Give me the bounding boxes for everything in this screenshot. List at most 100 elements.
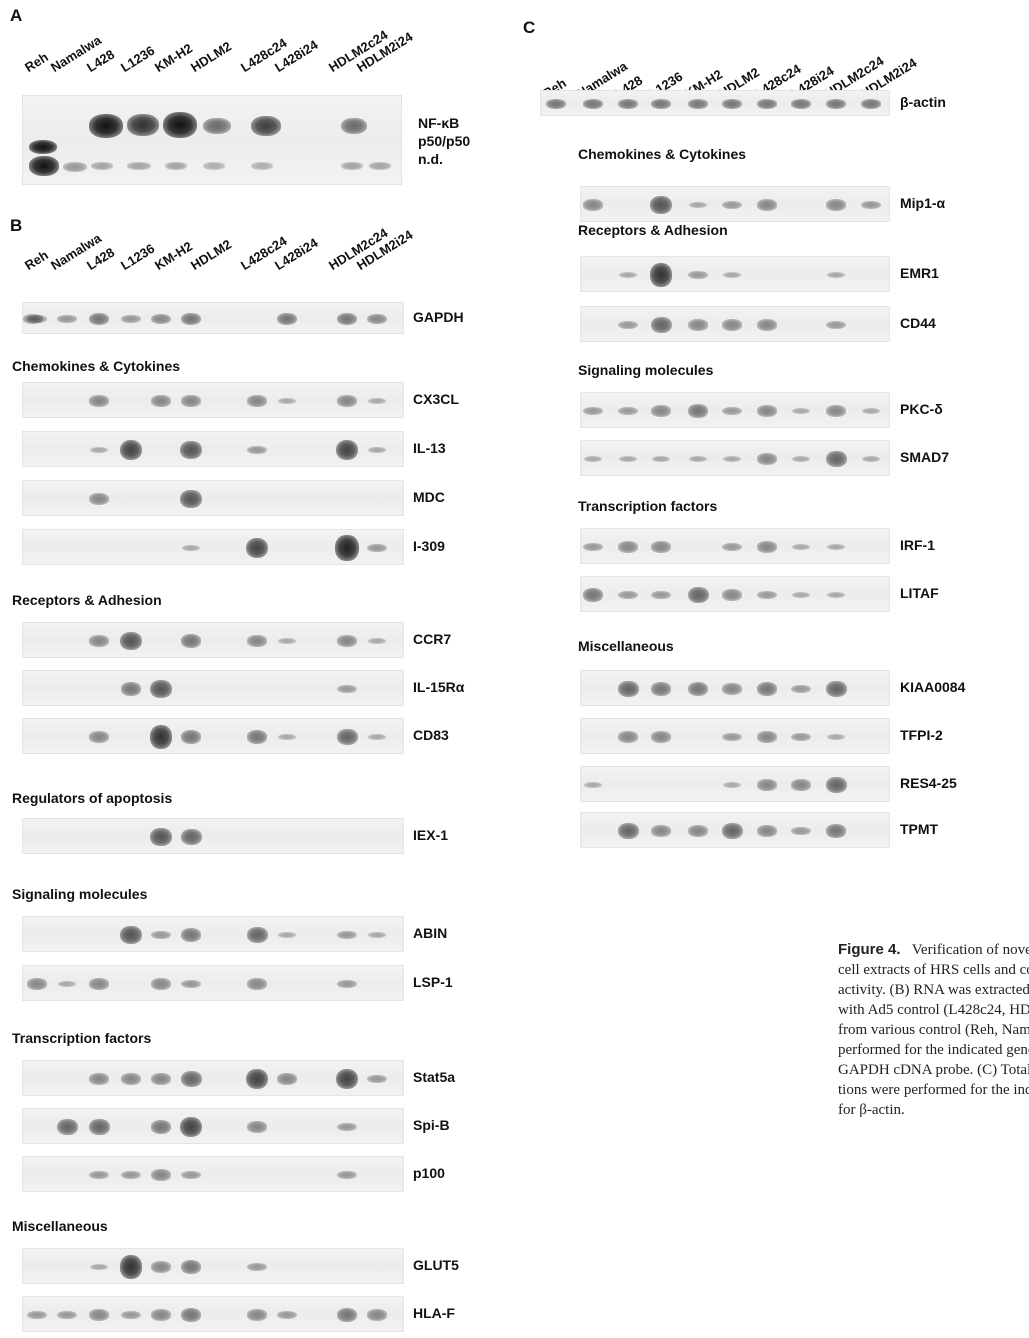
band xyxy=(722,542,742,552)
band xyxy=(27,315,47,323)
blot-strip xyxy=(22,622,404,658)
band xyxy=(180,829,202,845)
band xyxy=(337,635,357,647)
band xyxy=(181,979,201,989)
gene-label: MDC xyxy=(413,489,445,505)
panel-a-label-p50: p50/p50 xyxy=(418,133,471,149)
gene-label: Spi-B xyxy=(413,1117,450,1133)
band xyxy=(367,637,387,645)
band xyxy=(582,99,604,109)
band xyxy=(181,395,201,407)
gene-label: Stat5a xyxy=(413,1069,456,1085)
gene-label: GAPDH xyxy=(413,309,464,325)
band xyxy=(722,732,742,742)
band xyxy=(120,631,142,651)
blot-strip xyxy=(22,1248,404,1284)
band xyxy=(687,404,709,418)
band xyxy=(757,731,777,743)
lane-label: L1236 xyxy=(118,240,158,273)
blot-strip xyxy=(22,480,404,516)
band xyxy=(246,927,268,943)
panel-b-letter: B xyxy=(10,216,23,235)
band xyxy=(757,590,777,600)
band xyxy=(791,779,811,791)
band xyxy=(180,1308,202,1322)
blot-strip xyxy=(580,718,890,754)
band xyxy=(651,455,671,463)
band xyxy=(756,99,778,109)
band xyxy=(277,637,297,645)
band xyxy=(337,1122,357,1132)
caption-line: with Ad5 control (L428c24, HDLM2c24) or … xyxy=(838,1002,1029,1018)
gene-label: p100 xyxy=(413,1165,445,1181)
band xyxy=(650,682,672,696)
blot-strip xyxy=(580,306,890,342)
lane-label: Reh xyxy=(22,49,51,75)
band xyxy=(336,313,358,325)
band xyxy=(89,731,109,743)
band xyxy=(826,405,846,417)
section-title: Signaling molecules xyxy=(12,886,148,902)
section-title: Receptors & Adhesion xyxy=(12,592,162,608)
panel-a-gel xyxy=(22,95,402,185)
band xyxy=(650,99,672,109)
band xyxy=(367,1309,387,1321)
band xyxy=(688,270,708,280)
section-title: Signaling molecules xyxy=(578,362,714,378)
band xyxy=(149,725,173,749)
band xyxy=(367,543,387,553)
band xyxy=(179,1116,203,1138)
blot-strip xyxy=(22,431,404,467)
band xyxy=(277,1073,297,1085)
gene-label: KIAA0084 xyxy=(900,679,966,695)
section-title: Miscellaneous xyxy=(578,638,674,654)
band xyxy=(367,446,387,454)
band xyxy=(757,825,777,837)
band xyxy=(121,1310,141,1320)
band xyxy=(367,733,387,741)
blot-strip xyxy=(22,818,404,854)
gene-label: LSP-1 xyxy=(413,974,453,990)
band xyxy=(89,1073,109,1085)
band xyxy=(791,455,811,463)
band xyxy=(121,1170,141,1180)
band xyxy=(791,732,811,742)
gene-label: β-actin xyxy=(900,94,946,110)
band xyxy=(151,978,171,990)
blot-strip xyxy=(580,256,890,292)
band xyxy=(722,781,742,789)
gene-label: Mip1-α xyxy=(900,195,946,211)
band xyxy=(791,684,811,694)
blot-strip xyxy=(580,528,890,564)
band xyxy=(181,1170,201,1180)
band xyxy=(151,1073,171,1085)
band xyxy=(860,99,882,109)
band xyxy=(651,825,671,837)
panel-a-label-nd: n.d. xyxy=(418,151,443,167)
lane-label: KM-H2 xyxy=(152,238,195,273)
lane-label: Reh xyxy=(22,247,51,273)
section-title: Regulators of apoptosis xyxy=(12,790,173,806)
section-title: Transcription factors xyxy=(578,498,718,514)
band xyxy=(57,1310,77,1320)
band xyxy=(618,271,638,279)
band xyxy=(335,535,359,561)
band xyxy=(688,825,708,837)
band xyxy=(245,1068,269,1090)
band xyxy=(367,1074,387,1084)
gene-label: IL-13 xyxy=(413,440,446,456)
caption-line: for β-actin. xyxy=(838,1102,905,1118)
band xyxy=(277,931,297,939)
caption-line: activity. (B) RNA was extracted 24 h aft… xyxy=(838,982,1029,998)
band xyxy=(150,679,172,699)
band xyxy=(120,925,142,945)
blot-strip xyxy=(580,186,890,222)
band xyxy=(247,635,267,647)
band xyxy=(791,826,811,836)
band xyxy=(617,681,639,697)
band xyxy=(826,271,846,279)
band xyxy=(89,395,109,407)
band xyxy=(583,455,603,463)
band xyxy=(180,928,202,942)
blot-strip xyxy=(580,440,890,476)
